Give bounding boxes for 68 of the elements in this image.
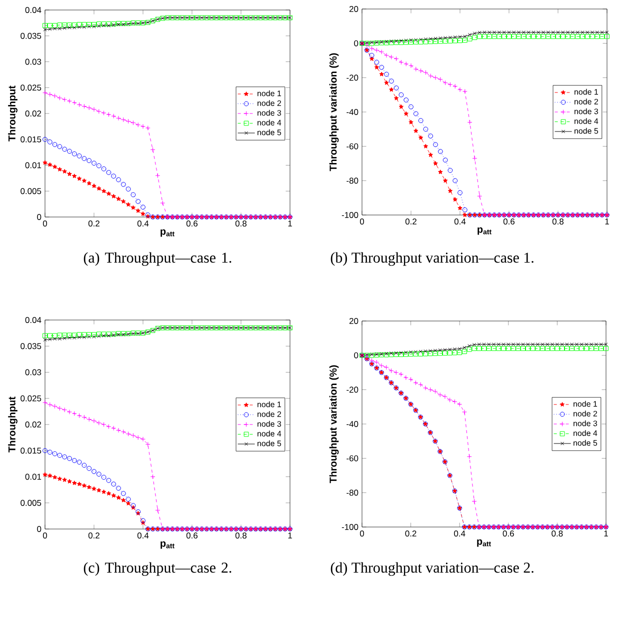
x-tick-label: 0.6: [502, 530, 514, 537]
y-tick-label: 0: [37, 214, 42, 220]
x-tick-label: 0.2: [88, 220, 100, 227]
y-tick-label: 0.04: [25, 7, 42, 13]
text: (d) Throughput variation—case 2.: [330, 562, 534, 576]
y-tick-label: -60: [346, 143, 358, 150]
x-tick-label: 0.4: [454, 530, 466, 537]
x-tick-label: 1: [604, 530, 608, 536]
x-tick-label: 0: [360, 218, 364, 225]
y-tick-label: 0.025: [20, 84, 42, 91]
x-tick-label: 0.2: [405, 218, 416, 225]
y-tick-label: -100: [342, 212, 358, 218]
x-tick-label: 0.4: [137, 532, 149, 539]
y-tick-label: 20: [349, 6, 358, 12]
x-tick-label: 0.8: [235, 220, 247, 227]
x-tick-label: 0.6: [503, 218, 515, 225]
x-axis-title: p$_{att}$: [160, 541, 174, 549]
y-tick-label: -100: [342, 524, 358, 530]
x-axis-title: p$_{att}$: [478, 227, 492, 235]
y-axis-title: Throughput: [8, 86, 18, 142]
x-tick-label: 0: [360, 530, 364, 537]
y-tick-label: 0.015: [20, 136, 42, 142]
y-tick-label: -40: [346, 109, 358, 115]
x-tick-label: 0.6: [186, 532, 198, 539]
y-tick-label: -20: [346, 74, 358, 81]
y-axis-title: Throughput: [8, 396, 18, 452]
y-tick-label: 0.02: [25, 422, 42, 428]
x-tick-label: 0: [42, 220, 48, 227]
y-tick-label: 0: [354, 352, 358, 358]
y-tick-label: 0.025: [20, 395, 42, 402]
x-tick-label: 0.8: [552, 218, 564, 225]
text: (b) Throughput variation—case 1.: [330, 252, 534, 266]
y-tick-label: -80: [346, 178, 358, 184]
y-axis-title: Throughput variation (%): [329, 365, 339, 484]
x-tick-label: 0.2: [405, 530, 416, 537]
x-tick-label: 0.4: [137, 220, 149, 227]
y-tick-label: 0.04: [25, 317, 42, 323]
x-tick-label: 1: [605, 218, 609, 224]
y-tick-label: 0: [37, 526, 42, 532]
x-tick-label: 0.2: [88, 532, 100, 539]
y-tick-label: -40: [346, 421, 358, 427]
y-tick-label: 0.03: [25, 369, 42, 376]
y-tick-label: 0.005: [20, 188, 42, 194]
y-tick-label: 0.015: [20, 448, 42, 454]
y-tick-label: 0: [354, 40, 358, 46]
x-tick-label: 0.8: [235, 532, 247, 539]
y-tick-label: 20: [349, 318, 358, 324]
x-tick-label: 0.4: [454, 218, 466, 225]
y-tick-label: 0.03: [25, 58, 42, 65]
x-tick-label: 0.8: [552, 530, 563, 537]
y-axis-title: Throughput variation (%): [329, 53, 339, 172]
y-tick-label: 0.01: [25, 162, 42, 168]
x-axis-title: p$_{att}$: [160, 229, 174, 237]
x-tick-label: 1: [288, 532, 292, 538]
text: (a) Throughput—case 1.: [84, 252, 232, 266]
y-tick-label: 0.035: [20, 32, 42, 39]
text: (c) Throughput—case 2.: [84, 562, 232, 576]
y-tick-label: 0.02: [25, 110, 42, 116]
y-tick-label: -60: [346, 455, 358, 462]
x-tick-label: 0.6: [186, 220, 198, 227]
y-tick-label: 0.01: [25, 474, 42, 480]
y-tick-label: -80: [346, 490, 358, 496]
y-tick-label: -20: [346, 386, 358, 393]
x-axis-title: p$_{att}$: [477, 539, 491, 547]
x-tick-label: 1: [288, 220, 292, 226]
x-tick-label: 0: [42, 532, 48, 539]
y-tick-label: 0.005: [20, 500, 42, 506]
y-tick-label: 0.035: [20, 343, 42, 350]
